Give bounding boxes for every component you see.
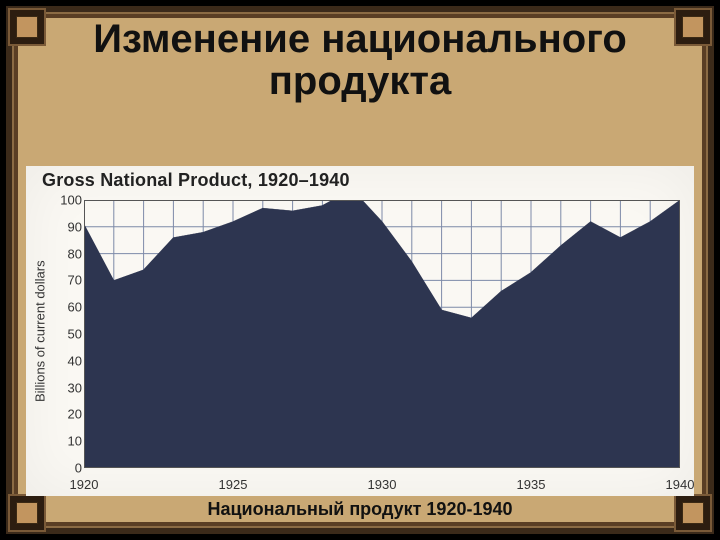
x-tick: 1920 — [70, 477, 99, 492]
gnp-chart: Gross National Product, 1920–1940 Billio… — [26, 166, 694, 496]
y-tick: 20 — [58, 407, 82, 422]
x-tick: 1930 — [368, 477, 397, 492]
y-tick: 10 — [58, 434, 82, 449]
y-tick: 70 — [58, 273, 82, 288]
slide-title: Изменение национального продукта — [12, 18, 708, 102]
y-tick: 100 — [58, 193, 82, 208]
y-tick: 40 — [58, 353, 82, 368]
y-tick: 80 — [58, 246, 82, 261]
x-tick: 1940 — [666, 477, 695, 492]
chart-title: Gross National Product, 1920–1940 — [42, 170, 350, 191]
y-axis-label: Billions of current dollars — [28, 166, 52, 496]
plot-area — [84, 200, 680, 468]
decorative-frame: Изменение национального продукта Gross N… — [6, 6, 714, 534]
x-tick: 1925 — [219, 477, 248, 492]
y-tick: 50 — [58, 327, 82, 342]
y-tick: 30 — [58, 380, 82, 395]
y-tick: 60 — [58, 300, 82, 315]
x-tick: 1935 — [517, 477, 546, 492]
slide-caption: Национальный продукт 1920-1940 — [12, 499, 708, 520]
y-tick: 0 — [58, 461, 82, 476]
y-tick: 90 — [58, 219, 82, 234]
